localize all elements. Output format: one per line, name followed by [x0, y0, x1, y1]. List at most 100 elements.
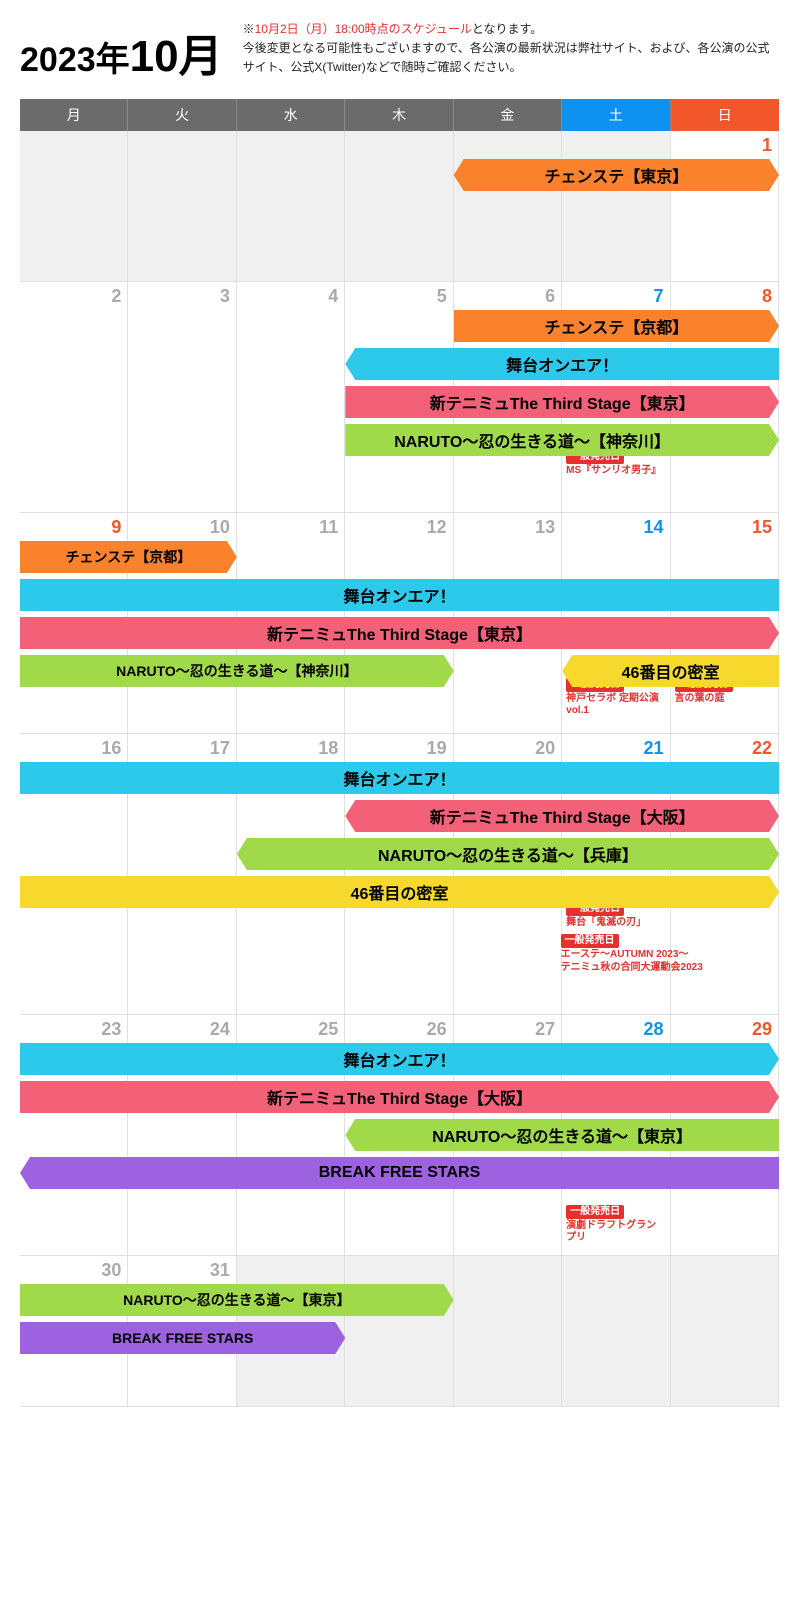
day-cell: 2 [20, 282, 128, 512]
sale-text: 言の葉の庭 [675, 693, 774, 705]
dow-cell: 木 [345, 99, 453, 131]
sale-badge: 一般発売日 [561, 934, 619, 948]
day-number: 2 [111, 286, 121, 307]
day-cell [128, 131, 236, 281]
day-number: 6 [545, 286, 555, 307]
note-suffix: となります。 [472, 22, 542, 36]
day-number: 22 [752, 738, 772, 759]
day-number: 27 [535, 1019, 555, 1040]
event-label: 新テニミュThe Third Stage【大阪】 [267, 1085, 532, 1109]
day-cell [562, 131, 670, 281]
day-number: 26 [427, 1019, 447, 1040]
day-number: 23 [101, 1019, 121, 1040]
day-number: 5 [437, 286, 447, 307]
day-number: 4 [328, 286, 338, 307]
dow-cell: 火 [128, 99, 236, 131]
day-number: 3 [220, 286, 230, 307]
day-number: 14 [644, 517, 664, 538]
note-red: 10月2日（月）18:00時点のスケジュール [255, 22, 472, 36]
week-row: 1 チェンステ【東京】 [20, 131, 779, 282]
sale-text: 演劇ドラフトグランプリ [566, 1220, 665, 1244]
day-number: 25 [318, 1019, 338, 1040]
day-number: 9 [111, 517, 121, 538]
sale-text: テニミュ秋の合同大運動会2023 [561, 962, 774, 974]
event-bar[interactable]: NARUTO〜忍の生きる道〜【東京】 [20, 1284, 454, 1316]
event-label: 46番目の密室 [622, 659, 720, 683]
day-number: 12 [427, 517, 447, 538]
weeks-container: 1チェンステ【東京】234567一般発売日MS『サンリオ男子』8チェンステ【京都… [20, 131, 779, 1407]
sale-text: MS『サンリオ男子』 [566, 465, 665, 477]
day-number: 28 [644, 1019, 664, 1040]
day-number: 30 [101, 1260, 121, 1281]
day-number: 21 [644, 738, 664, 759]
event-label: NARUTO〜忍の生きる道〜【兵庫】 [378, 842, 638, 866]
event-label: BREAK FREE STARS [319, 1164, 481, 1182]
day-cell: 3 [128, 282, 236, 512]
day-number: 13 [535, 517, 555, 538]
event-bar[interactable]: チェンステ【京都】 [20, 541, 237, 573]
event-bar[interactable]: 新テニミュThe Third Stage【東京】 [345, 386, 779, 418]
day-number: 19 [427, 738, 447, 759]
event-bar[interactable]: 新テニミュThe Third Stage【大阪】 [345, 800, 779, 832]
sale-note: 一般発売日エーステ〜AUTUMN 2023〜テニミュ秋の合同大運動会2023 [561, 934, 774, 974]
week-row: 30 31 NARUTO〜忍の生きる道〜【東京】 BREAK FREE STARS [20, 1256, 779, 1407]
day-number: 31 [210, 1260, 230, 1281]
event-bar[interactable]: 舞台オンエア！ [345, 348, 779, 380]
event-label: 舞台オンエア！ [343, 583, 455, 607]
dow-cell: 金 [454, 99, 562, 131]
day-number: 10 [210, 517, 230, 538]
event-label: チェンステ【京都】 [66, 547, 192, 567]
event-label: NARUTO〜忍の生きる道〜【神奈川】 [116, 661, 357, 681]
day-number: 16 [101, 738, 121, 759]
note-line2: 今後変更となる可能性もございますので、各公演の最新状況は弊社サイト、および、各公… [243, 41, 770, 74]
event-bar[interactable]: NARUTO〜忍の生きる道〜【神奈川】 [20, 655, 454, 687]
day-cell [345, 131, 453, 281]
event-bar[interactable]: 舞台オンエア！ [20, 762, 779, 794]
week-row: 232425262728一般発売日演劇ドラフトグランプリ29舞台オンエア！新テニ… [20, 1015, 779, 1256]
event-label: チェンステ【京都】 [545, 314, 689, 338]
day-number: 8 [762, 286, 772, 307]
page: 2023年10月 ※10月2日（月）18:00時点のスケジュールとなります。 今… [0, 0, 799, 1447]
event-bar[interactable]: チェンステ【京都】 [454, 310, 779, 342]
event-bar[interactable]: 46番目の密室 [562, 655, 779, 687]
event-label: 舞台オンエア！ [343, 766, 455, 790]
event-bar[interactable]: 新テニミュThe Third Stage【大阪】 [20, 1081, 779, 1113]
event-bar[interactable]: 46番目の密室 [20, 876, 779, 908]
page-title: 2023年10月 [20, 20, 223, 84]
week-row: 161718192021一般発売日舞台「鬼滅の刃」22一般発売日エーステ〜AUT… [20, 734, 779, 1015]
event-bar[interactable]: NARUTO〜忍の生きる道〜【兵庫】 [237, 838, 779, 870]
day-cell [237, 131, 345, 281]
day-number: 17 [210, 738, 230, 759]
day-cell [345, 1256, 453, 1406]
day-cell [454, 131, 562, 281]
event-bar[interactable]: NARUTO〜忍の生きる道〜【東京】 [345, 1119, 779, 1151]
dow-cell: 水 [237, 99, 345, 131]
event-bar[interactable]: チェンステ【東京】 [454, 159, 779, 191]
calendar: 月火水木金土日 1チェンステ【東京】234567一般発売日MS『サンリオ男子』8… [20, 99, 779, 1407]
event-bar[interactable]: 舞台オンエア！ [20, 1043, 779, 1075]
day-cell [671, 1256, 779, 1406]
event-label: NARUTO〜忍の生きる道〜【東京】 [123, 1290, 350, 1310]
day-cell: 4 [237, 282, 345, 512]
event-bar[interactable]: 舞台オンエア！ [20, 579, 779, 611]
week-row: 234567一般発売日MS『サンリオ男子』8チェンステ【京都】舞台オンエア！新テ… [20, 282, 779, 513]
event-label: NARUTO〜忍の生きる道〜【東京】 [432, 1123, 692, 1147]
day-cell [562, 1256, 670, 1406]
sale-text: 舞台「鬼滅の刃」 [566, 917, 665, 929]
day-cell [454, 1256, 562, 1406]
event-bar[interactable]: NARUTO〜忍の生きる道〜【神奈川】 [345, 424, 779, 456]
day-number: 1 [762, 135, 772, 156]
day-number: 20 [535, 738, 555, 759]
dow-cell: 土 [562, 99, 670, 131]
day-number: 15 [752, 517, 772, 538]
event-bar[interactable]: BREAK FREE STARS [20, 1322, 345, 1354]
sale-badge: 一般発売日 [566, 1205, 624, 1219]
event-bar[interactable]: 新テニミュThe Third Stage【東京】 [20, 617, 779, 649]
event-label: 新テニミュThe Third Stage【大阪】 [430, 804, 695, 828]
sale-text: 神戸セラボ 定期公演vol.1 [566, 693, 665, 717]
event-label: 新テニミュThe Third Stage【東京】 [267, 621, 532, 645]
event-label: NARUTO〜忍の生きる道〜【神奈川】 [394, 428, 670, 452]
day-cell: 1 [671, 131, 779, 281]
event-bar[interactable]: BREAK FREE STARS [20, 1157, 779, 1189]
note-prefix: ※ [243, 22, 255, 36]
